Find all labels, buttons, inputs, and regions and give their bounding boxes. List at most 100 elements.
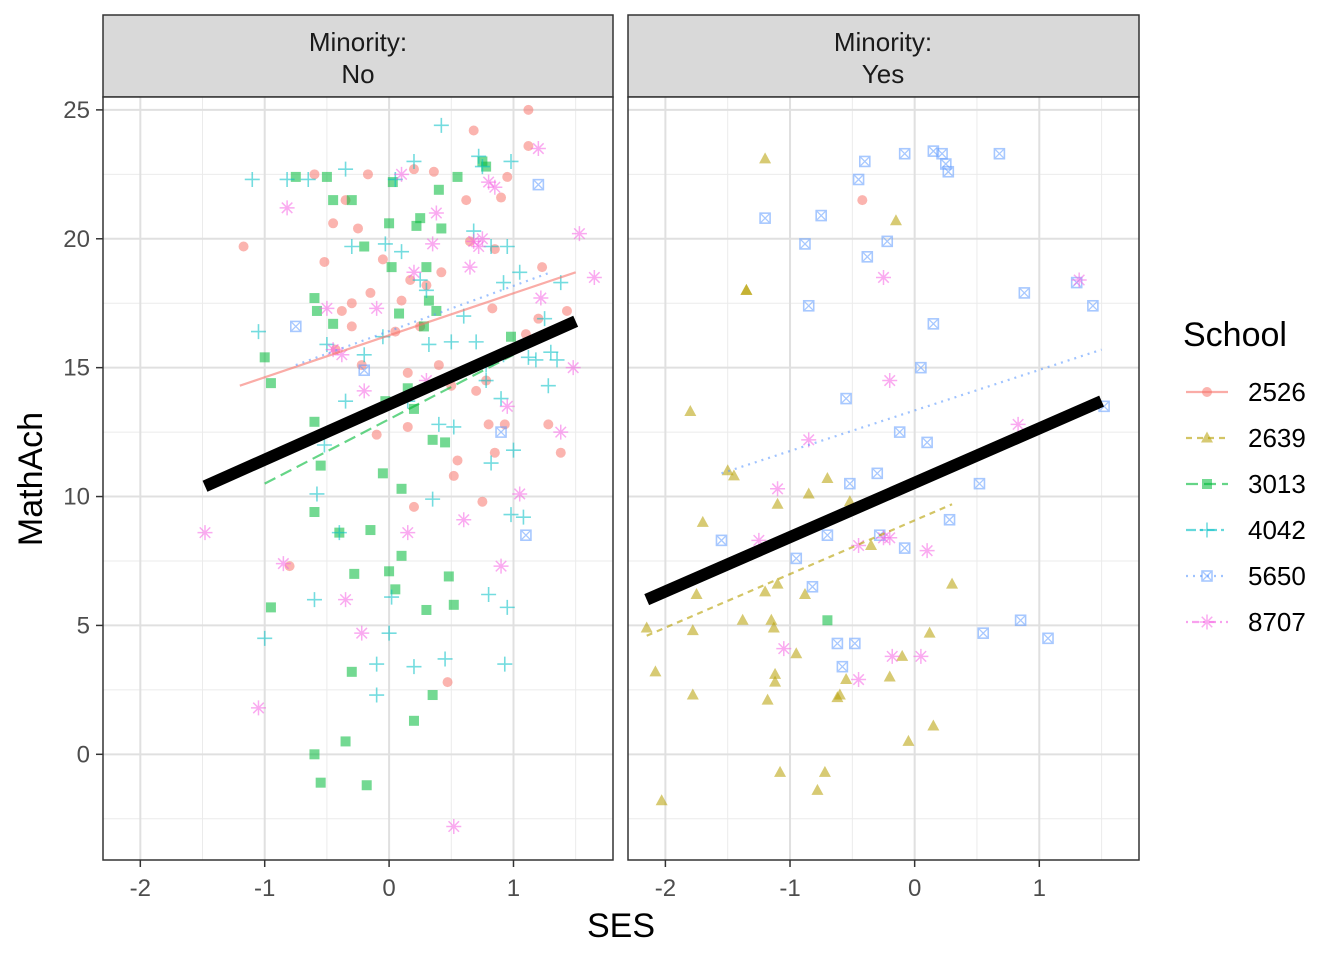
point-school-4042: [338, 161, 354, 177]
point-school-3013: [265, 378, 276, 389]
point-school-8707: [418, 373, 434, 389]
x-tick-label: -1: [254, 875, 275, 902]
point-school-5650: [715, 534, 728, 547]
point-school-3013: [311, 305, 322, 316]
point-school-2639: [833, 688, 846, 700]
point-school-2639: [759, 585, 772, 597]
point-school-5650: [977, 627, 990, 639]
point-school-2526: [483, 419, 494, 430]
point-school-3013: [349, 568, 360, 579]
point-school-8707: [1071, 272, 1087, 288]
point-school-4042: [443, 334, 459, 350]
point-school-2526: [238, 241, 249, 252]
point-school-2639: [774, 765, 787, 777]
point-school-2526: [428, 166, 439, 177]
point-school-4042: [421, 336, 437, 352]
point-school-8707: [913, 648, 929, 664]
point-school-3013: [431, 305, 442, 316]
point-school-5650: [840, 392, 852, 405]
x-tick-label: 0: [908, 875, 921, 902]
point-school-4042: [418, 282, 434, 298]
point-school-4042: [377, 236, 393, 252]
point-school-4042: [257, 630, 273, 646]
point-school-2639: [902, 734, 915, 746]
legend-item-2639: 2639: [1186, 423, 1306, 453]
point-school-2639: [927, 719, 940, 731]
point-school-2526: [402, 367, 413, 378]
point-school-2526: [346, 298, 357, 309]
point-school-5650: [852, 173, 865, 186]
point-school-5650: [831, 637, 844, 650]
point-school-3013: [315, 777, 326, 788]
point-school-5650: [921, 436, 933, 449]
point-school-3013: [436, 223, 447, 234]
point-school-5650: [815, 209, 827, 222]
point-school-5650: [849, 637, 861, 650]
point-school-4042: [512, 264, 528, 280]
point-school-4042: [446, 419, 462, 435]
point-school-5650: [802, 299, 815, 312]
point-school-8707: [406, 264, 422, 280]
point-school-2639: [765, 613, 778, 625]
point-school-2526: [487, 303, 498, 314]
point-school-8707: [481, 174, 497, 190]
point-school-2526: [362, 169, 373, 180]
legend-item-4042: 4042: [1186, 515, 1306, 545]
point-school-2639: [821, 472, 834, 483]
point-school-2639: [721, 464, 734, 476]
point-school-8707: [446, 818, 462, 834]
point-school-3013: [402, 383, 413, 394]
point-school-4042: [503, 153, 519, 169]
point-school-2526: [353, 223, 363, 234]
point-school-2639: [684, 404, 697, 416]
point-school-8707: [571, 226, 587, 242]
point-school-5650: [1042, 632, 1054, 645]
point-school-8707: [338, 592, 354, 608]
point-school-4042: [316, 437, 332, 453]
point-school-8707: [197, 525, 213, 541]
point-school-4042: [369, 687, 385, 703]
point-school-2639: [896, 649, 909, 661]
point-school-3013: [328, 318, 339, 329]
legend-label: 2526: [1248, 377, 1306, 407]
point-school-2639: [946, 577, 959, 589]
point-school-8707: [428, 205, 444, 221]
point-school-2639: [790, 647, 803, 659]
point-school-8707: [533, 290, 549, 306]
point-school-2526: [328, 218, 339, 229]
x-tick-label: -1: [779, 875, 800, 902]
point-school-4042: [425, 491, 441, 507]
x-tick-label: 1: [1033, 875, 1046, 902]
point-school-4042: [309, 486, 325, 502]
point-school-3013: [411, 220, 422, 231]
point-school-8707: [565, 360, 581, 376]
point-school-3013: [387, 177, 398, 188]
legend-key-2639: [1201, 431, 1213, 443]
point-school-3013: [346, 666, 357, 677]
point-school-2639: [686, 688, 699, 700]
y-tick-label: 20: [63, 226, 90, 253]
point-school-8707: [876, 269, 891, 285]
point-school-8707: [279, 200, 295, 216]
plot-border: [627, 96, 1140, 861]
point-school-3013: [321, 171, 332, 182]
point-school-4042: [528, 352, 544, 368]
point-school-8707: [456, 512, 472, 528]
point-school-5650: [993, 147, 1006, 160]
x-tick-label: 1: [507, 875, 520, 902]
point-school-3013: [377, 468, 388, 479]
y-tick-label: 15: [63, 355, 90, 382]
point-school-2639: [690, 587, 703, 599]
point-school-4042: [520, 349, 536, 365]
strip-background: [102, 14, 614, 98]
point-school-3013: [361, 780, 372, 791]
point-school-8707: [325, 342, 341, 358]
point-school-8707: [356, 383, 372, 399]
point-school-2639: [889, 214, 902, 226]
point-school-5650: [799, 238, 811, 250]
point-school-3013: [340, 736, 351, 747]
point-school-3013: [328, 195, 339, 206]
point-school-3013: [408, 403, 419, 414]
point-school-3013: [394, 308, 405, 319]
point-school-2526: [309, 169, 320, 180]
